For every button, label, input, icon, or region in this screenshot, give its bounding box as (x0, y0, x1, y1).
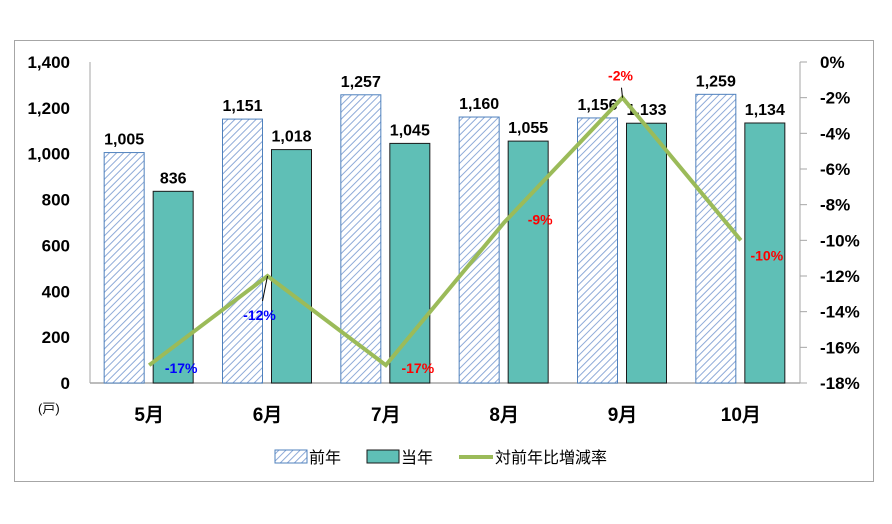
category-label: 7月 (371, 405, 401, 426)
line-data-label: -2% (608, 68, 633, 84)
left-axis-tick: 1,200 (27, 99, 70, 118)
left-axis-tick: 1,400 (27, 53, 70, 72)
right-axis-tick: -2% (820, 89, 850, 108)
bar-label-previous-year: 1,151 (222, 98, 262, 115)
left-axis-tick: 600 (42, 236, 70, 255)
bar-current-year (507, 140, 549, 384)
line-series: -17% -12% -17% -9% -2% -10% (147, 68, 784, 376)
change-rate-line (147, 94, 743, 368)
left-axis-tick: 800 (42, 191, 70, 210)
line-data-label: -10% (750, 247, 783, 263)
bar-label-current-year: 1,018 (271, 129, 311, 146)
right-axis-tick: -8% (820, 196, 850, 215)
line-data-label: -17% (401, 360, 434, 376)
bar-previous-year (340, 94, 382, 384)
bar-series: 1,005 836 1,151 1,018 1,257 1,045 1,160 1,055 1,… (103, 73, 786, 384)
legend-label-previous-year: 前年 (309, 449, 341, 467)
bar-current-year (271, 149, 312, 384)
category-axis: 5月 6月 7月 8月 9月 10月 (134, 405, 761, 426)
line-data-label: -17% (165, 360, 198, 376)
bar-previous-year (222, 118, 263, 384)
left-axis: 0 200 400 600 800 1,000 1,200 1,400 (27, 53, 800, 393)
left-axis-unit: (戸) (38, 401, 60, 416)
bar-current-year (389, 142, 431, 384)
bar-current-year (626, 122, 667, 384)
category-label: 9月 (608, 405, 638, 426)
bar-current-year (744, 122, 786, 384)
category-label: 6月 (253, 405, 283, 426)
line-data-label: -9% (528, 212, 553, 228)
right-axis-tick: -10% (820, 231, 860, 250)
category-label: 10月 (721, 405, 761, 426)
bar-current-year (152, 190, 194, 384)
left-axis-tick: 200 (42, 328, 70, 347)
legend-swatch-current-year (366, 449, 400, 464)
right-axis-tick: -12% (820, 267, 860, 286)
bar-label-previous-year: 1,257 (341, 74, 381, 91)
right-axis-tick: -16% (820, 338, 860, 357)
bar-label-previous-year: 1,005 (104, 132, 144, 149)
bar-label-previous-year: 1,259 (696, 73, 736, 90)
right-axis-tick: -6% (820, 160, 850, 179)
legend-label-change-rate: 対前年比増減率 (495, 449, 607, 467)
left-axis-tick: 0 (61, 374, 70, 393)
legend-swatch-previous-year (274, 449, 308, 464)
bar-label-current-year: 1,134 (745, 102, 785, 119)
legend: 前年 当年 対前年比増減率 (274, 449, 607, 467)
right-axis-tick: -18% (820, 374, 860, 393)
legend-label-current-year: 当年 (401, 449, 433, 467)
bar-label-current-year: 1,055 (508, 120, 548, 137)
category-label: 5月 (134, 405, 164, 426)
bar-previous-year (103, 152, 145, 384)
bar-previous-year (577, 117, 618, 384)
bar-label-current-year: 836 (160, 170, 187, 187)
right-axis-tick: -14% (820, 303, 860, 322)
right-axis: 0% -2% -4% -6% -8% -10% -12% -14% -16% -18% (799, 53, 860, 393)
category-label: 8月 (489, 405, 519, 426)
bar-label-previous-year: 1,156 (577, 97, 617, 114)
bar-label-previous-year: 1,160 (459, 96, 499, 113)
right-axis-tick: 0% (820, 53, 845, 72)
bar-previous-year (695, 93, 737, 384)
right-axis-tick: -4% (820, 124, 850, 143)
line-data-label: -12% (243, 307, 276, 323)
left-axis-tick: 400 (42, 282, 70, 301)
bar-label-current-year: 1,045 (390, 122, 430, 139)
left-axis-tick: 1,000 (27, 145, 70, 164)
